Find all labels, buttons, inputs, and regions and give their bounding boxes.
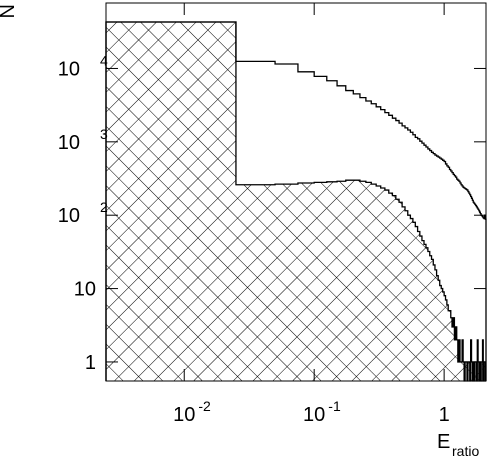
hatched-bar <box>419 236 422 381</box>
x-tick-label-exponent: -1 <box>328 398 341 414</box>
hatched-bar <box>461 361 463 381</box>
hatched-bar <box>326 181 338 381</box>
hatched-bar <box>448 310 450 381</box>
bar <box>469 193 470 381</box>
hatched-bar <box>453 317 455 381</box>
bar <box>476 206 477 381</box>
bar <box>479 211 480 381</box>
y-tick-label: 1 <box>85 352 96 374</box>
bar <box>474 203 475 381</box>
bar <box>484 219 485 381</box>
hatched-bar <box>431 259 434 381</box>
hatched-bar <box>429 255 432 381</box>
hatched-bar <box>353 180 360 381</box>
frame <box>105 2 487 382</box>
hatched-bar <box>106 21 236 381</box>
hatched-bar <box>388 193 393 381</box>
x-tick-label-exponent: -2 <box>198 398 211 414</box>
hatched-bar <box>365 182 372 381</box>
bar <box>473 202 474 381</box>
hatched-bar <box>392 195 396 381</box>
hatched-bar <box>345 180 354 381</box>
hatched-bar <box>454 339 456 381</box>
y-tick-label: 10 <box>58 205 80 227</box>
bar <box>464 188 465 381</box>
bar <box>480 212 481 381</box>
hatched-bar <box>395 199 400 381</box>
hatched-bar <box>359 181 366 381</box>
bar <box>475 204 476 381</box>
hatched-bar <box>407 215 411 381</box>
y-tick-label-exponent: 3 <box>100 126 108 142</box>
hatched-bar <box>380 187 385 381</box>
bar <box>472 200 473 381</box>
bar <box>485 215 486 381</box>
hatched-bar <box>314 182 327 381</box>
hatched-bar <box>337 181 346 381</box>
y-tick-label-exponent: 2 <box>100 199 108 215</box>
hatched-bar <box>433 264 435 381</box>
hatched-bar <box>405 210 408 381</box>
hatched-bar <box>421 240 424 381</box>
hatched-bar <box>235 184 276 381</box>
bar <box>480 214 481 381</box>
y-tick-label: 10 <box>58 58 80 80</box>
hatched-bar <box>444 295 446 381</box>
hatched-bar <box>415 226 418 381</box>
histogram-outline <box>105 21 487 381</box>
hatched-bar <box>455 326 457 381</box>
x-axis-label-subscript: ratio <box>452 443 479 458</box>
bar <box>468 192 469 381</box>
hatched-bar <box>412 222 416 381</box>
x-tick-label: 10 <box>173 404 195 426</box>
hatched-bar <box>436 275 439 381</box>
hatched-bar <box>297 182 315 381</box>
hatched-bar <box>427 251 430 381</box>
hatched-bar <box>384 190 389 381</box>
bar <box>481 215 482 381</box>
hatched-bar <box>417 231 420 381</box>
hatched-bar <box>438 280 440 381</box>
hatched-bar <box>275 184 298 381</box>
hatched-bar <box>450 317 453 381</box>
hatched-bar <box>457 361 459 381</box>
hatched-bar <box>399 202 403 381</box>
x-tick-label: 10 <box>303 404 325 426</box>
y-axis-label: N <box>0 4 19 18</box>
histogram-outline <box>105 21 486 382</box>
bar <box>465 189 466 381</box>
hatched-bar <box>434 269 437 381</box>
hatched-bar <box>460 361 462 381</box>
y-tick-label: 10 <box>74 279 96 301</box>
bar <box>467 190 468 381</box>
hatched-bar <box>441 288 443 381</box>
x-axis-label: E <box>437 431 450 453</box>
hatched-bar <box>439 285 442 381</box>
hatched-bar <box>425 247 428 381</box>
bar <box>466 189 467 381</box>
hatched-bar <box>445 299 447 381</box>
x-tick-label: 1 <box>439 404 450 426</box>
hatched-bar <box>452 326 454 381</box>
hatched-bar <box>410 218 413 381</box>
hatched-bar <box>446 304 449 381</box>
hatched-bar <box>449 310 451 381</box>
hatched-bar <box>442 291 445 381</box>
y-tick-label-exponent: 4 <box>100 52 108 68</box>
hatched-bar <box>376 186 381 381</box>
y-tick-label: 10 <box>58 132 80 154</box>
hatched-bar <box>371 184 377 381</box>
hatched-bar <box>423 244 426 381</box>
plot-area <box>105 21 487 382</box>
hatched-bar <box>402 206 406 381</box>
